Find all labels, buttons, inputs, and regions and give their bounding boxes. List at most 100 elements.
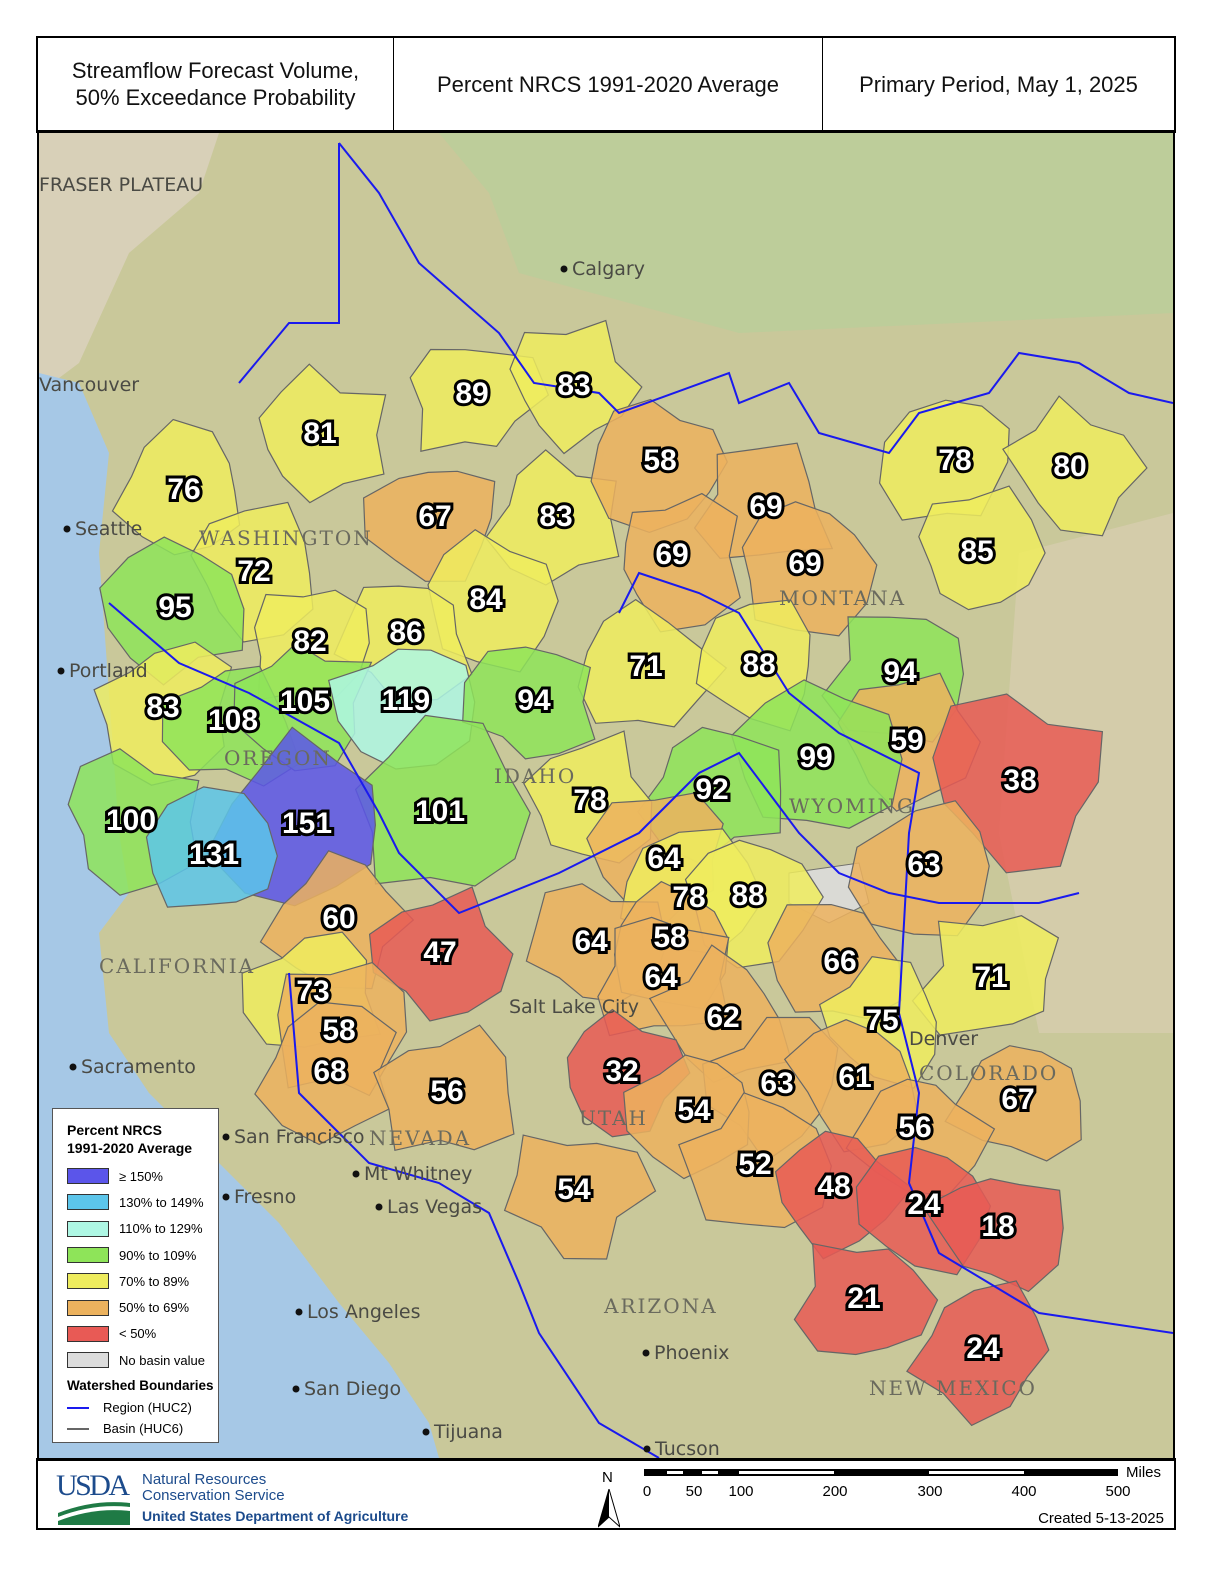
basin-area[interactable]	[373, 1024, 515, 1152]
basin-value-label: 78	[672, 881, 705, 914]
basin-area[interactable]	[503, 1134, 657, 1260]
legend-swatch	[67, 1247, 109, 1264]
basin-value-label: 95	[158, 591, 191, 624]
basin-area[interactable]	[623, 492, 741, 633]
basin-value-label: 60	[322, 902, 355, 935]
place-label: Fresno	[234, 1186, 296, 1208]
place-label: Las Vegas	[387, 1196, 482, 1218]
basin-value-label: 63	[907, 848, 940, 881]
basin-value-label: 64	[644, 961, 678, 994]
city-dot	[295, 1308, 303, 1316]
place-label: San Francisco	[234, 1126, 365, 1148]
city-dot	[57, 667, 65, 675]
boundary-line-icon	[67, 1406, 89, 1409]
place-label: Seattle	[75, 518, 142, 540]
legend-label: 110% to 129%	[119, 1221, 203, 1237]
basin-value-label: 72	[237, 555, 270, 588]
basin-value-label: 58	[653, 921, 686, 954]
legend-item: < 50%	[67, 1321, 218, 1347]
basin-value-label: 47	[423, 936, 456, 969]
boundary-line-icon	[67, 1427, 89, 1430]
state-label: MONTANA	[779, 586, 906, 610]
basin-area[interactable]	[254, 1001, 397, 1146]
legend-label: 70% to 89%	[119, 1273, 190, 1289]
state-label: WASHINGTON	[199, 526, 373, 550]
scale-tick-label: 500	[1105, 1483, 1131, 1500]
place-label: San Diego	[304, 1378, 401, 1400]
svg-text:USDA: USDA	[56, 1469, 130, 1502]
basin-value-label: 119	[382, 684, 430, 717]
basin-value-label: 54	[557, 1173, 591, 1206]
state-label: OREGON	[224, 746, 332, 770]
basin-value-label: 100	[106, 804, 156, 837]
basin-value-label: 69	[655, 538, 688, 571]
basin-area[interactable]	[145, 786, 278, 908]
legend-label: 50% to 69%	[119, 1300, 190, 1316]
basin-area[interactable]	[233, 642, 373, 772]
basin-value-label: 64	[647, 842, 681, 875]
basin-value-label: 94	[517, 684, 551, 717]
city-dot	[422, 1428, 430, 1436]
basin-value-label: 71	[629, 650, 662, 683]
basin-value-label: 101	[415, 795, 465, 828]
place-label: Denver	[909, 1028, 978, 1050]
basin-value-label: 56	[898, 1111, 931, 1144]
basin-value-label: 18	[981, 1210, 1014, 1243]
place-label: Tijuana	[433, 1421, 503, 1443]
basin-value-label: 58	[322, 1014, 355, 1047]
basin-value-label: 83	[539, 500, 572, 533]
basin-value-label: 64	[574, 925, 608, 958]
state-label: NEVADA	[369, 1126, 471, 1150]
legend-swatch	[67, 1194, 109, 1211]
map-header: Streamflow Forecast Volume, 50% Exceedanc…	[36, 36, 1176, 133]
legend-boundaries-title: Watershed Boundaries	[67, 1378, 214, 1394]
basin-area[interactable]	[484, 449, 620, 586]
scale-tick-label: 0	[642, 1483, 652, 1500]
city-dot	[63, 525, 71, 533]
basin-value-label: 84	[469, 583, 503, 616]
legend-item: 70% to 89%	[67, 1268, 218, 1294]
basin-area[interactable]	[918, 485, 1046, 611]
basin-area[interactable]	[258, 363, 387, 504]
basin-area[interactable]	[1002, 395, 1148, 537]
state-label: COLORADO	[919, 1061, 1058, 1085]
basin-value-label: 89	[455, 377, 488, 410]
place-label: Calgary	[572, 258, 645, 280]
legend-title: Percent NRCS 1991-2020 Average	[67, 1122, 193, 1156]
basin-value-label: 83	[557, 369, 590, 402]
basin-value-label: 88	[742, 648, 775, 681]
basin-value-label: 78	[573, 784, 606, 817]
place-label: Sacramento	[81, 1056, 196, 1078]
state-label: CALIFORNIA	[99, 954, 255, 978]
basin-value-label: 69	[749, 490, 782, 523]
scale-unit: Miles	[1126, 1464, 1162, 1481]
legend-swatch	[67, 1168, 109, 1185]
place-label: Vancouver	[39, 374, 139, 396]
basin-area[interactable]	[793, 1242, 939, 1356]
basin-value-label: 59	[890, 724, 923, 757]
state-label: ARIZONA	[603, 1294, 718, 1318]
legend-swatch	[67, 1352, 109, 1369]
place-label: Salt Lake City	[509, 996, 639, 1018]
scale-tick-label: 300	[917, 1483, 943, 1500]
basin-value-label: 56	[430, 1075, 463, 1108]
state-label: NEW MEXICO	[869, 1376, 1037, 1400]
basin-area[interactable]	[368, 886, 514, 1022]
basin-area[interactable]	[922, 1178, 1064, 1293]
state-label: WYOMING	[789, 794, 915, 818]
state-label: UTAH	[579, 1106, 648, 1130]
legend-swatch	[67, 1220, 109, 1237]
basin-area[interactable]	[906, 1280, 1050, 1427]
basin-area[interactable]	[911, 915, 1060, 1036]
state-label: IDAHO	[494, 764, 576, 788]
footer: USDA Natural Resources Conservation Serv…	[36, 1458, 1176, 1530]
basin-value-label: 81	[303, 417, 336, 450]
basin-value-label: 99	[799, 741, 832, 774]
legend: Percent NRCS 1991-2020 Average ≥ 150% 130%…	[52, 1108, 219, 1443]
basin-value-label: 83	[146, 691, 179, 724]
place-label: Portland	[69, 660, 148, 682]
basin-area[interactable]	[462, 646, 596, 760]
basin-value-label: 68	[313, 1055, 346, 1088]
basin-value-label: 67	[1001, 1083, 1034, 1116]
